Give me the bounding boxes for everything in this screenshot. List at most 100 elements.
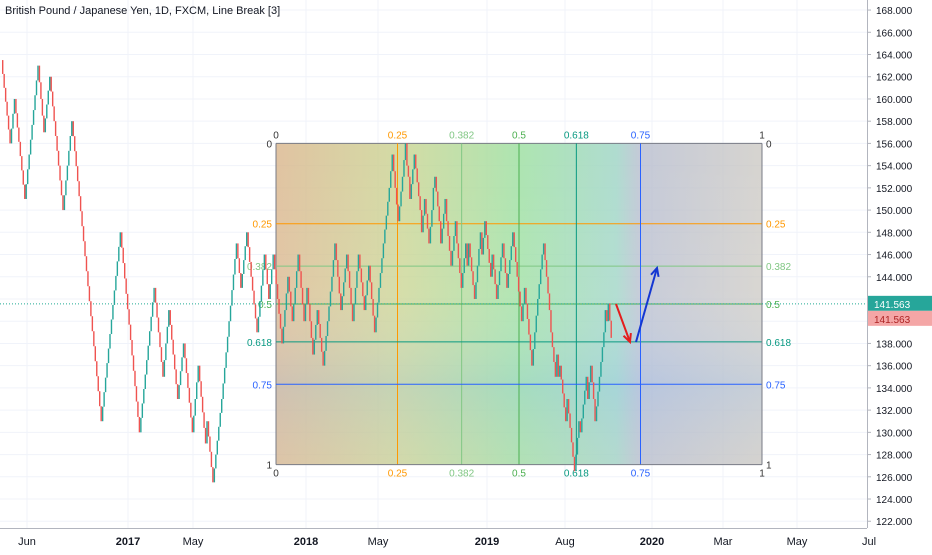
line-break-column xyxy=(250,261,252,277)
line-break-column xyxy=(49,76,51,91)
y-tick-label: 160.000 xyxy=(876,95,913,106)
line-break-column xyxy=(215,454,217,469)
line-break-column xyxy=(332,260,335,277)
line-break-column xyxy=(282,326,285,344)
line-break-column xyxy=(29,139,32,155)
arrow-down[interactable] xyxy=(615,303,632,345)
line-break-column xyxy=(140,417,142,433)
line-break-column xyxy=(175,369,177,385)
last-price-label-2: 141.563 xyxy=(874,315,911,326)
line-break-column xyxy=(125,278,127,294)
line-break-column xyxy=(21,156,23,171)
line-break-column xyxy=(225,352,227,368)
line-break-column xyxy=(119,232,121,247)
line-break-column xyxy=(594,399,596,422)
arrow-head xyxy=(622,332,632,345)
line-break-column xyxy=(409,176,411,199)
line-break-column xyxy=(472,271,474,286)
projection-arrows[interactable] xyxy=(615,265,660,345)
line-break-column xyxy=(589,365,592,383)
line-break-column xyxy=(138,416,141,433)
line-break-column xyxy=(422,215,424,233)
line-break-column xyxy=(426,213,429,229)
line-break-column xyxy=(188,387,191,403)
line-break-column xyxy=(591,365,593,383)
line-break-column xyxy=(31,124,33,140)
line-break-column xyxy=(376,302,379,318)
line-break-column xyxy=(523,287,526,305)
line-break-column xyxy=(357,254,360,272)
line-break-column xyxy=(84,241,86,257)
line-break-column xyxy=(38,65,41,83)
line-break-column xyxy=(6,101,8,116)
line-break-column xyxy=(566,399,568,422)
line-break-column xyxy=(588,382,590,400)
line-break-column xyxy=(287,276,289,294)
line-break-column xyxy=(173,354,176,370)
line-break-column xyxy=(341,296,343,311)
line-break-column xyxy=(345,254,348,269)
fib-time-label-bottom: 0.382 xyxy=(449,469,474,480)
line-break-column xyxy=(550,310,552,333)
line-break-column xyxy=(107,348,110,364)
line-break-column xyxy=(79,196,82,212)
line-break-column xyxy=(251,276,254,291)
line-break-column xyxy=(106,363,108,378)
line-break-column xyxy=(569,413,571,428)
line-break-column xyxy=(415,154,417,169)
y-tick-label: 164.000 xyxy=(876,51,913,62)
line-break-column xyxy=(534,332,536,349)
line-break-column xyxy=(218,426,220,441)
line-break-column xyxy=(570,427,573,443)
fib-time-label-top: 0.382 xyxy=(449,130,474,141)
line-break-column xyxy=(529,334,532,351)
line-break-column xyxy=(448,236,451,251)
line-break-column xyxy=(441,228,443,244)
line-break-column xyxy=(285,293,288,311)
y-tick-label: 154.000 xyxy=(876,162,913,173)
line-break-column xyxy=(144,374,146,390)
line-break-column xyxy=(442,213,445,229)
line-break-column xyxy=(116,261,119,276)
line-break-column xyxy=(94,346,97,362)
line-break-column xyxy=(587,376,589,400)
line-break-column xyxy=(492,254,495,270)
line-break-column xyxy=(334,243,336,261)
line-break-column xyxy=(576,437,579,455)
line-break-column xyxy=(490,262,492,277)
fib-time-label-top: 0.25 xyxy=(388,130,408,141)
line-break-column xyxy=(81,211,83,227)
time-axis[interactable]: Jun 2017 May 2018 May 2019 Aug 2020 Mar May Jul xyxy=(18,536,876,548)
line-break-column xyxy=(78,181,80,197)
line-break-column xyxy=(231,290,233,306)
line-break-column xyxy=(579,421,582,433)
line-break-column xyxy=(154,287,157,303)
line-break-column xyxy=(463,258,465,274)
fib-time-label-top: 0.618 xyxy=(564,130,589,141)
line-break-column xyxy=(542,243,545,255)
line-break-column xyxy=(557,354,560,377)
line-break-column xyxy=(572,442,574,457)
arrow-up[interactable] xyxy=(635,265,660,343)
line-break-column xyxy=(507,273,510,288)
line-break-column xyxy=(373,315,376,333)
line-break-column xyxy=(228,321,230,337)
fib-price-label-right: 0 xyxy=(766,139,772,150)
line-break-column xyxy=(201,396,204,413)
line-break-column xyxy=(262,270,264,286)
line-break-column xyxy=(290,291,292,307)
line-break-column xyxy=(488,248,490,263)
line-break-column xyxy=(429,226,432,244)
last-price-label-bg xyxy=(868,295,932,311)
line-break-column xyxy=(444,198,446,214)
line-break-column xyxy=(69,136,72,151)
line-break-column xyxy=(423,198,426,216)
line-break-column xyxy=(263,254,266,271)
x-tick-label: Jun xyxy=(18,536,36,548)
line-break-column xyxy=(419,196,421,211)
line-break-column xyxy=(15,98,17,114)
line-break-column xyxy=(196,382,198,400)
